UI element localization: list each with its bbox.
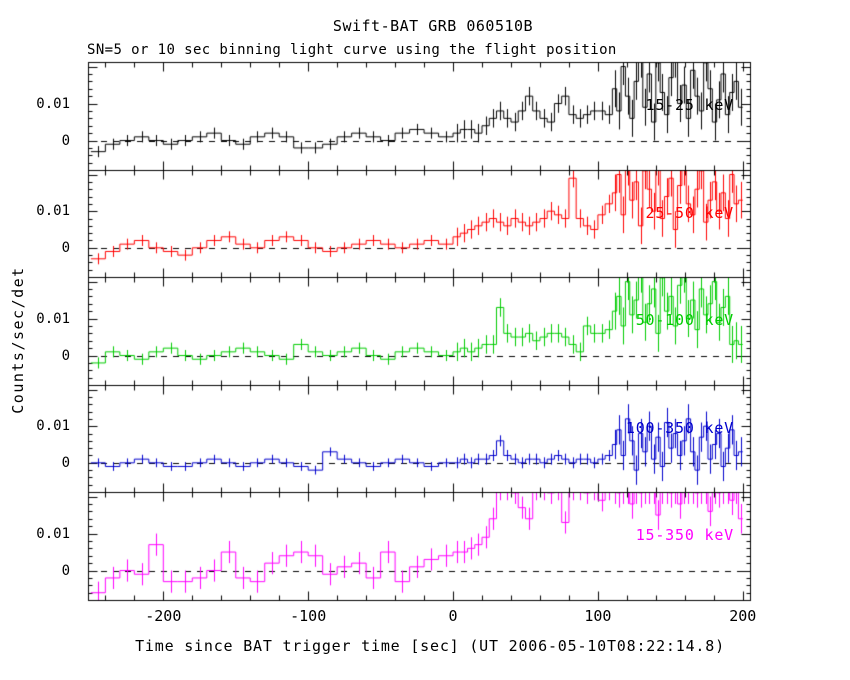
- x-tick-label: 100: [584, 607, 612, 625]
- y-tick-label: 0: [61, 454, 70, 471]
- y-tick-label: 0.01: [36, 203, 70, 220]
- band-label-15-350-kev: 15-350 keV: [635, 526, 734, 545]
- y-tick-label: 0.01: [36, 418, 70, 435]
- x-axis-label: Time since BAT trigger time [sec] (UT 20…: [135, 637, 725, 655]
- y-tick-label: 0.01: [36, 525, 70, 542]
- figure-subtitle: SN=5 or 10 sec binning light curve using…: [87, 42, 617, 58]
- y-tick-label: 0: [61, 132, 70, 149]
- x-tick-label: 200: [729, 607, 757, 625]
- y-tick-label: 0.01: [36, 95, 70, 112]
- figure-title: Swift-BAT GRB 060510B: [332, 17, 534, 35]
- y-tick-label: 0: [61, 562, 70, 579]
- y-tick-label: 0.01: [36, 310, 70, 327]
- band-label-50-100-kev: 50-100 keV: [635, 311, 734, 330]
- y-tick-label: 0: [61, 239, 70, 256]
- band-label-25-50-kev: 25-50 keV: [645, 204, 734, 222]
- band-label-15-25-kev: 15-25 keV: [645, 96, 734, 115]
- x-tick-label: -100: [290, 607, 327, 625]
- y-axis-label: Counts/sec/det: [9, 266, 27, 414]
- band-label-100-350-kev: 100-350 keV: [625, 419, 734, 437]
- x-tick-label: -200: [145, 607, 182, 625]
- y-tick-label: 0: [61, 347, 70, 364]
- x-tick-label: 0: [448, 607, 458, 625]
